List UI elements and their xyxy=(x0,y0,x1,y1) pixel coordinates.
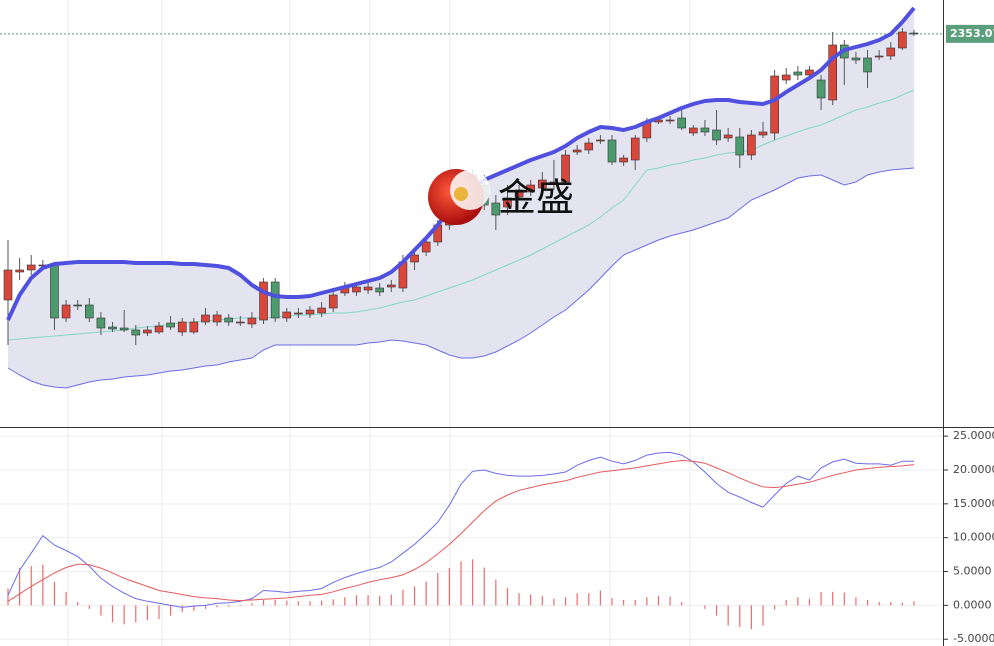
candle-body xyxy=(294,312,303,315)
candle-body xyxy=(781,74,791,81)
candle-body xyxy=(851,57,861,61)
candle-body xyxy=(677,117,686,129)
candle-body xyxy=(96,317,106,329)
candle-body xyxy=(143,329,152,334)
candle-body xyxy=(805,69,814,76)
candle-body xyxy=(166,322,175,328)
candle-body xyxy=(189,321,199,333)
candle-body xyxy=(572,149,582,153)
candle-body xyxy=(549,181,559,184)
candle-body xyxy=(538,179,547,189)
candle-body xyxy=(201,314,210,323)
candle-body xyxy=(236,321,245,324)
candle-body xyxy=(61,304,71,319)
candle-body xyxy=(584,142,594,151)
candle-body xyxy=(224,317,233,323)
candle-body xyxy=(108,326,117,330)
y-tick-label: -5.0000 xyxy=(953,632,994,645)
candle-body xyxy=(375,287,384,293)
candle-body xyxy=(561,154,570,183)
candle-body xyxy=(712,129,721,141)
candle-body xyxy=(154,325,164,333)
candle-body xyxy=(421,241,431,253)
candle-body xyxy=(352,286,361,293)
candle-body xyxy=(85,304,94,319)
macd-line xyxy=(7,459,915,602)
y-tick-label: 25.0000 xyxy=(953,429,994,442)
candle-body xyxy=(665,119,675,122)
watermark: 金盛 xyxy=(428,169,574,225)
candle-body xyxy=(282,311,292,319)
candle-body xyxy=(259,281,268,321)
candle-body xyxy=(619,157,628,163)
candle-body xyxy=(305,309,315,315)
candle-body xyxy=(15,269,24,273)
candle-body xyxy=(491,202,501,216)
candle-body xyxy=(886,47,896,57)
candle-body xyxy=(700,127,710,133)
candle-body xyxy=(758,131,768,136)
candle-body xyxy=(816,79,826,99)
candle-body xyxy=(828,44,837,101)
candle-body xyxy=(607,139,617,163)
candle-body xyxy=(50,264,59,319)
candle-body xyxy=(863,57,872,73)
candle-body xyxy=(526,184,535,193)
candle-body xyxy=(909,32,919,35)
candle-body xyxy=(410,254,419,263)
candle-body xyxy=(3,269,13,301)
y-tick-label: 15.0000 xyxy=(953,497,994,510)
candle-body xyxy=(596,139,605,142)
candle-body xyxy=(723,134,733,139)
last-price-label: 2353.07 xyxy=(950,27,994,40)
candle-body xyxy=(73,304,82,307)
candle-body xyxy=(363,286,373,291)
candle-body xyxy=(212,314,222,323)
candle-body xyxy=(328,294,338,309)
candle-body xyxy=(119,327,129,331)
candle-body xyxy=(26,264,36,271)
candle-body xyxy=(131,329,141,336)
y-tick-label: 10.0000 xyxy=(953,531,994,544)
candle-body xyxy=(747,134,756,156)
candle-body xyxy=(630,137,640,161)
y-tick-label: 0.0000 xyxy=(953,598,992,611)
macd-line xyxy=(7,451,914,608)
candle-body xyxy=(689,127,698,134)
candle-body xyxy=(514,189,524,198)
logo-dot xyxy=(454,187,468,201)
band-lower xyxy=(7,167,915,389)
candle-body xyxy=(793,71,803,76)
candle-body xyxy=(270,281,280,319)
candle-body xyxy=(898,31,907,49)
candle-body xyxy=(177,321,187,333)
y-tick-label: 20.0000 xyxy=(953,463,994,476)
candle-body xyxy=(874,55,884,58)
last-price-tag xyxy=(946,24,994,43)
candle-body xyxy=(770,75,779,134)
candle-body xyxy=(503,197,512,208)
y-tick-label: 5.0000 xyxy=(953,565,992,578)
candle-body xyxy=(387,284,396,288)
candle-body xyxy=(735,136,745,156)
candle-body xyxy=(317,307,326,314)
watermark-text: 金盛 xyxy=(498,176,574,220)
candle-body xyxy=(247,317,257,325)
